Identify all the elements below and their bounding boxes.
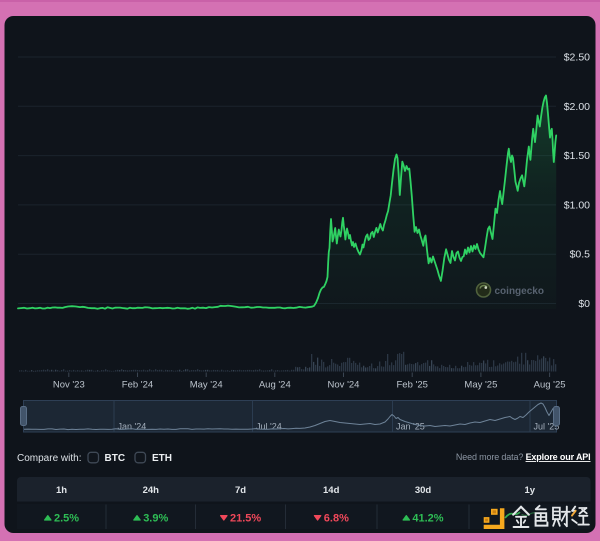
svg-text:May '25: May '25 — [464, 380, 497, 391]
svg-text:$0.5: $0.5 — [570, 249, 591, 261]
svg-text:Jul '24: Jul '24 — [256, 422, 282, 432]
svg-text:Feb '25: Feb '25 — [397, 380, 428, 391]
svg-text:$1.00: $1.00 — [564, 199, 590, 211]
svg-text:$1.50: $1.50 — [564, 150, 590, 162]
svg-text:14d: 14d — [323, 485, 340, 496]
svg-text:1y: 1y — [525, 485, 536, 496]
svg-text:May '24: May '24 — [190, 380, 223, 391]
svg-text:Aug '25: Aug '25 — [534, 380, 566, 391]
svg-text:Need more data? Explore our AP: Need more data? Explore our API — [456, 452, 591, 462]
svg-text:Compare with:: Compare with: — [17, 453, 81, 464]
svg-text:6.8%: 6.8% — [324, 513, 349, 525]
svg-text:$2.00: $2.00 — [564, 101, 590, 113]
svg-text:41.2%: 41.2% — [412, 513, 443, 525]
svg-text:Jul '25: Jul '25 — [534, 422, 560, 432]
svg-text:24h: 24h — [143, 485, 160, 496]
svg-text:Aug '24: Aug '24 — [259, 380, 291, 391]
svg-text:3.9%: 3.9% — [143, 513, 168, 525]
svg-text:2.5%: 2.5% — [54, 513, 79, 525]
svg-text:Jan '25: Jan '25 — [396, 422, 425, 432]
svg-text:30d: 30d — [415, 485, 432, 496]
svg-text:Jan '24: Jan '24 — [118, 422, 147, 432]
svg-text:coingecko: coingecko — [495, 286, 544, 297]
svg-text:Nov '24: Nov '24 — [328, 380, 360, 391]
svg-text:7d: 7d — [235, 485, 246, 496]
svg-text:BTC: BTC — [105, 453, 126, 464]
svg-text:ETH: ETH — [152, 453, 172, 464]
svg-text:Nov '23: Nov '23 — [53, 380, 85, 391]
svg-text:Feb '24: Feb '24 — [122, 380, 153, 391]
svg-text:$0: $0 — [578, 298, 590, 310]
svg-text:$2.50: $2.50 — [564, 52, 590, 64]
svg-text:1h: 1h — [56, 485, 67, 496]
svg-text:21.5%: 21.5% — [230, 513, 261, 525]
